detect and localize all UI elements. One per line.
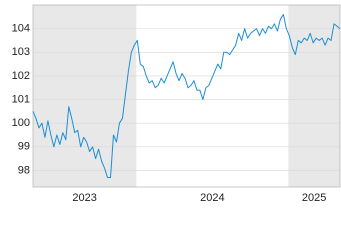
page: {"chart_data": {"type": "line", "xlim": … [11,4,341,204]
x-tick-label: 2024 [200,192,224,204]
y-tick-label: 103 [12,46,30,58]
year-band [33,5,137,187]
x-tick-label: 2023 [72,192,96,204]
y-tick-label: 101 [12,93,30,105]
chart: 2023 2024 2025 98 99 100 101 102 103 104 [12,4,341,204]
y-tick-label: 99 [18,141,30,153]
x-tick-label: 2025 [302,192,326,204]
y-tick-label: 100 [12,117,30,129]
price-line [32,13,341,179]
year-band [288,5,340,187]
plot-frame [32,4,341,188]
y-tick-label: 104 [12,23,30,35]
y-tick-label: 102 [12,70,30,82]
y-tick-label: 98 [18,164,30,176]
